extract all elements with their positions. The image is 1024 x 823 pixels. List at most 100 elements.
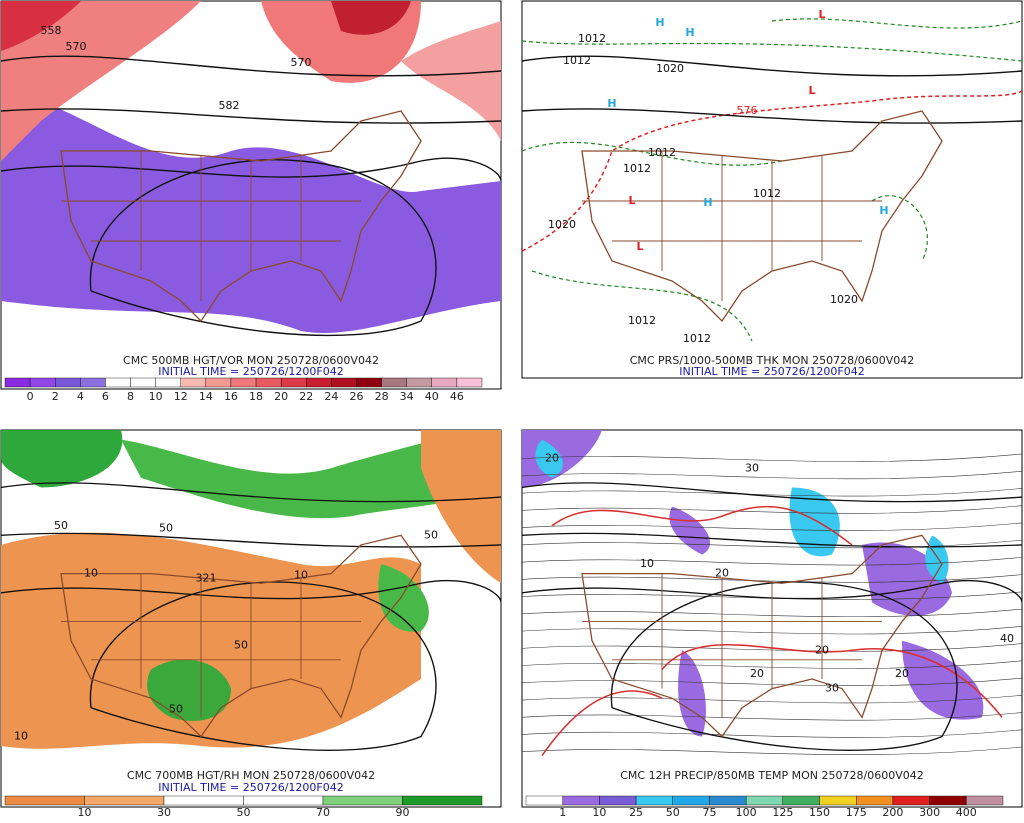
colorbar-label: 46	[450, 390, 464, 403]
colorbar-swatch	[230, 377, 257, 388]
panel: 50 10 50 321 10 50 10 50 50 CMC 700MB HGT/RH MON …	[0, 429, 502, 819]
panel-title: CMC PRS/1000-500MB THK MON 250728/0600V0…	[630, 354, 915, 367]
colorbar-label: 10	[149, 390, 163, 403]
colorbar-swatch	[105, 377, 131, 388]
panel: 1012 1012 1020 1012 1012 1012 1020 1020 1012 1012…	[521, 0, 1023, 379]
colorbar-label: 200	[882, 806, 903, 819]
map-label: 40	[1000, 632, 1014, 645]
colorbar-label: 150	[809, 806, 830, 819]
height-contour	[1, 482, 501, 503]
colorbar-swatch	[782, 795, 820, 806]
temp-contour	[522, 746, 1022, 755]
map-label: 20	[715, 567, 729, 580]
temp-contour	[522, 608, 1022, 618]
colorbar-swatch	[331, 377, 357, 388]
map-label: 10	[294, 569, 308, 582]
map-label: 50	[234, 638, 248, 651]
map-body	[1, 1, 501, 337]
map-label: H	[703, 196, 712, 209]
map-body	[522, 18, 1022, 342]
height-contour	[522, 482, 1022, 503]
temp-contour	[522, 677, 1022, 687]
colorbar-swatch	[599, 795, 637, 806]
colorbar-swatch	[4, 377, 31, 388]
map-label: H	[607, 97, 616, 110]
temp-contour	[522, 505, 1022, 514]
temp-contour	[522, 557, 1022, 566]
field-shading	[1, 1, 81, 51]
height-contour	[1, 157, 501, 182]
map: 558 570 570 582	[1, 1, 501, 337]
map-label: H	[685, 26, 694, 39]
temp-contour	[522, 591, 1022, 600]
state-borders	[61, 573, 361, 718]
map-label: L	[818, 8, 825, 21]
height-contour	[89, 159, 437, 337]
colorbar-label: 300	[919, 806, 940, 819]
coastline	[60, 534, 422, 738]
colorbar-label: 12	[174, 390, 188, 403]
map-label: 570	[291, 56, 312, 69]
thickness-contour	[522, 40, 1022, 62]
colorbar-swatch	[55, 377, 81, 388]
map-label: 1012	[683, 332, 711, 345]
map-label: 10	[640, 557, 654, 570]
colorbar-label: 16	[224, 390, 238, 403]
map-label: 1012	[648, 146, 676, 159]
field-shading	[1, 532, 421, 749]
colorbar-label: 4	[77, 390, 84, 403]
colorbar-swatch	[163, 795, 244, 806]
temp-contour	[522, 712, 1022, 721]
map-label: 10	[14, 729, 28, 742]
height-contour	[1, 579, 501, 603]
panel-subtitle: INITIAL TIME = 250726/1200F042	[158, 365, 343, 378]
colorbar-swatch	[356, 377, 382, 388]
panel: 20 10 20 30 20 20 40 30 20 CMC 12H PRECIP/850MB T…	[521, 429, 1023, 819]
panel-title: CMC 12H PRECIP/850MB TEMP MON 250728/060…	[620, 769, 924, 782]
colorbar-label: 6	[102, 390, 109, 403]
map-body	[522, 430, 1022, 757]
field-shading	[1, 1, 201, 161]
colorbar-swatch	[966, 795, 1004, 806]
colorbar-swatch	[381, 377, 407, 388]
map-label: 50	[424, 528, 438, 541]
map-label: 10	[84, 567, 98, 580]
colorbar-label: 20	[274, 390, 288, 403]
state-borders	[582, 573, 882, 718]
height-contour	[89, 581, 437, 751]
colorbar-swatch	[84, 795, 165, 806]
map-label: 570	[66, 40, 87, 53]
colorbar-swatch	[431, 377, 458, 388]
colorbar-label: 90	[396, 806, 410, 819]
temp-contour	[522, 522, 1022, 531]
map-label: 558	[41, 24, 62, 37]
map-label: 50	[54, 519, 68, 532]
field-shading	[401, 21, 501, 141]
temp-contour-warm	[551, 505, 853, 546]
map-label: 1012	[628, 314, 656, 327]
field-shading	[421, 430, 501, 584]
map-label: 50	[159, 522, 173, 535]
coastline	[581, 110, 943, 323]
map-label: 576	[737, 104, 758, 117]
map-label: L	[636, 240, 643, 253]
map-label: 1020	[830, 293, 858, 306]
map-label: 1012	[578, 32, 606, 45]
colorbar-swatch	[856, 795, 894, 806]
colorbar-swatch	[4, 795, 85, 806]
colorbar-label: 10	[78, 806, 92, 819]
map-label: 30	[825, 682, 839, 695]
height-contour	[522, 55, 1022, 77]
colorbar-swatch	[456, 377, 483, 388]
map: 20 10 20 30 20 20 40 30 20	[522, 430, 1022, 757]
map-label: 30	[745, 461, 759, 474]
map: 1012 1012 1020 1012 1012 1012 1020 1020 1012 1012…	[522, 8, 1022, 345]
colorbar-swatch	[155, 377, 181, 388]
colorbar-label: 24	[324, 390, 338, 403]
map-label: 321	[196, 571, 217, 584]
colorbar-label: 28	[375, 390, 389, 403]
map-body	[1, 430, 501, 751]
colorbar-label: 18	[249, 390, 263, 403]
map-label: 20	[750, 667, 764, 680]
colorbar-swatch	[243, 795, 324, 806]
